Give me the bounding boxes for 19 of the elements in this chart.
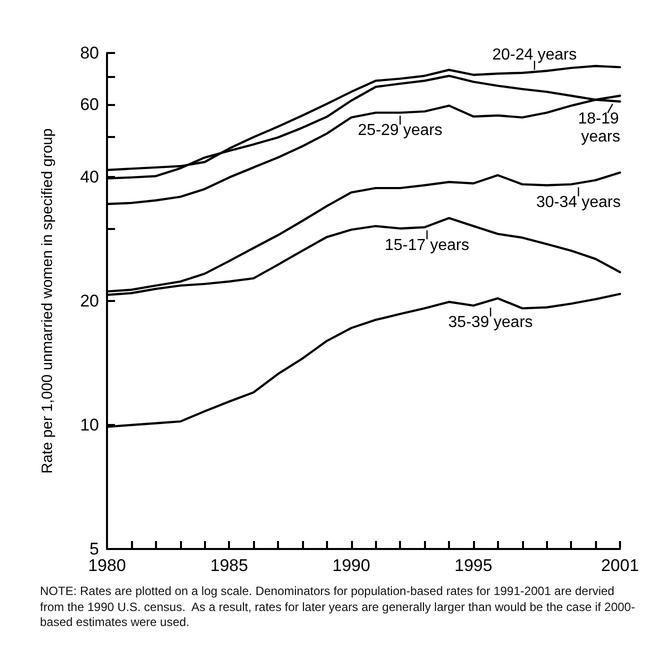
annotation: 35-39 years <box>448 314 533 332</box>
y-tick-label: 80 <box>80 44 99 62</box>
x-tick-label: 1985 <box>210 556 248 575</box>
x-tick-label: 1995 <box>454 556 492 575</box>
y-tick-label: 10 <box>80 416 99 434</box>
annotation: 25-29 years <box>358 122 442 140</box>
y-axis-title: Rate per 1,000 unmarried women in specified group <box>39 128 56 474</box>
x-tick-label: 1990 <box>332 556 370 575</box>
annotation: 30-34 years <box>536 194 621 211</box>
y-tick-label: 60 <box>80 94 99 114</box>
annotation: 20-24 years <box>492 46 577 64</box>
y-tick-label: 20 <box>80 292 99 310</box>
text: NOTE: Rates are plotted on a log scale. Denominators for population-based rates for 1991-2001 are dervied from the 1990 U.S. census. As a result, rates for later years are generally larger than would be the case if 2000-based estimates were used. <box>40 584 636 631</box>
x-tick-label: 1980 <box>88 556 126 575</box>
x-tick-label: 2001 <box>601 556 639 575</box>
y-tick-label: 5 <box>90 540 99 558</box>
annotation: 18-19 years <box>578 110 624 146</box>
annotation: 15-17 years <box>384 236 470 254</box>
y-tick-label: 40 <box>80 168 99 186</box>
